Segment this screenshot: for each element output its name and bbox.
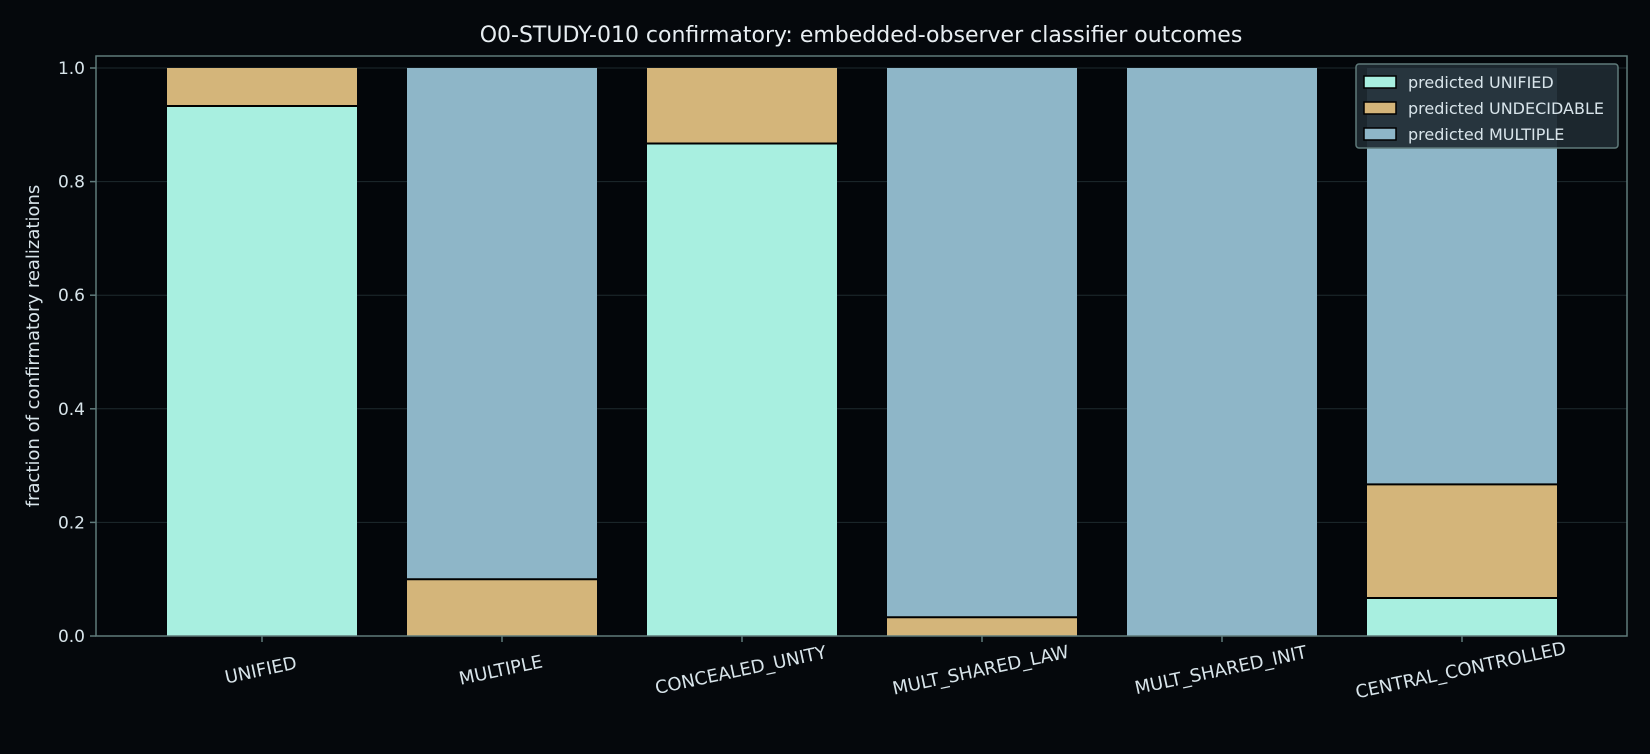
- legend-label: predicted MULTIPLE: [1408, 125, 1564, 144]
- y-tick-label: 0.6: [58, 286, 85, 306]
- legend-swatch: [1363, 127, 1397, 141]
- legend-label: predicted UNIFIED: [1408, 73, 1554, 92]
- legend: predicted UNIFIED predicted UNDECIDABLE pr…: [1355, 63, 1619, 149]
- bar-mult-shared-law-predicted-undecidable: [887, 617, 1077, 636]
- y-tick-label: 0.0: [58, 627, 85, 647]
- legend-swatch: [1363, 101, 1397, 115]
- bars: [167, 68, 1557, 636]
- y-tick-label: 0.2: [58, 513, 85, 533]
- bar-multiple-predicted-multiple: [407, 68, 597, 580]
- y-tick-label: 1.0: [58, 59, 85, 79]
- bar-unified-predicted-unified: [167, 106, 357, 636]
- bar-multiple-predicted-undecidable: [407, 579, 597, 636]
- plot-frame: [95, 55, 1628, 637]
- bar-mult-shared-init-predicted-multiple: [1127, 68, 1317, 636]
- chart-title: O0-STUDY-010 confirmatory: embedded-obse…: [480, 23, 1243, 48]
- legend-box: [1355, 63, 1619, 149]
- y-axis-label: fraction of confirmatory realizations: [23, 185, 44, 508]
- bar-central-controlled-predicted-undecidable: [1367, 484, 1557, 598]
- legend-label: predicted UNDECIDABLE: [1408, 99, 1604, 118]
- y-tick-label: 0.8: [58, 173, 85, 193]
- bar-concealed-unity-predicted-unified: [647, 143, 837, 636]
- bar-concealed-unity-predicted-undecidable: [647, 68, 837, 144]
- bar-unified-predicted-undecidable: [167, 68, 357, 107]
- y-tick-label: 0.4: [58, 400, 85, 420]
- legend-swatch: [1363, 75, 1397, 89]
- bar-mult-shared-law-predicted-multiple: [887, 68, 1077, 618]
- y-axis: 0.0 0.2 0.4 0.6 0.8 1.0: [58, 59, 96, 647]
- bar-central-controlled-predicted-unified: [1367, 597, 1557, 636]
